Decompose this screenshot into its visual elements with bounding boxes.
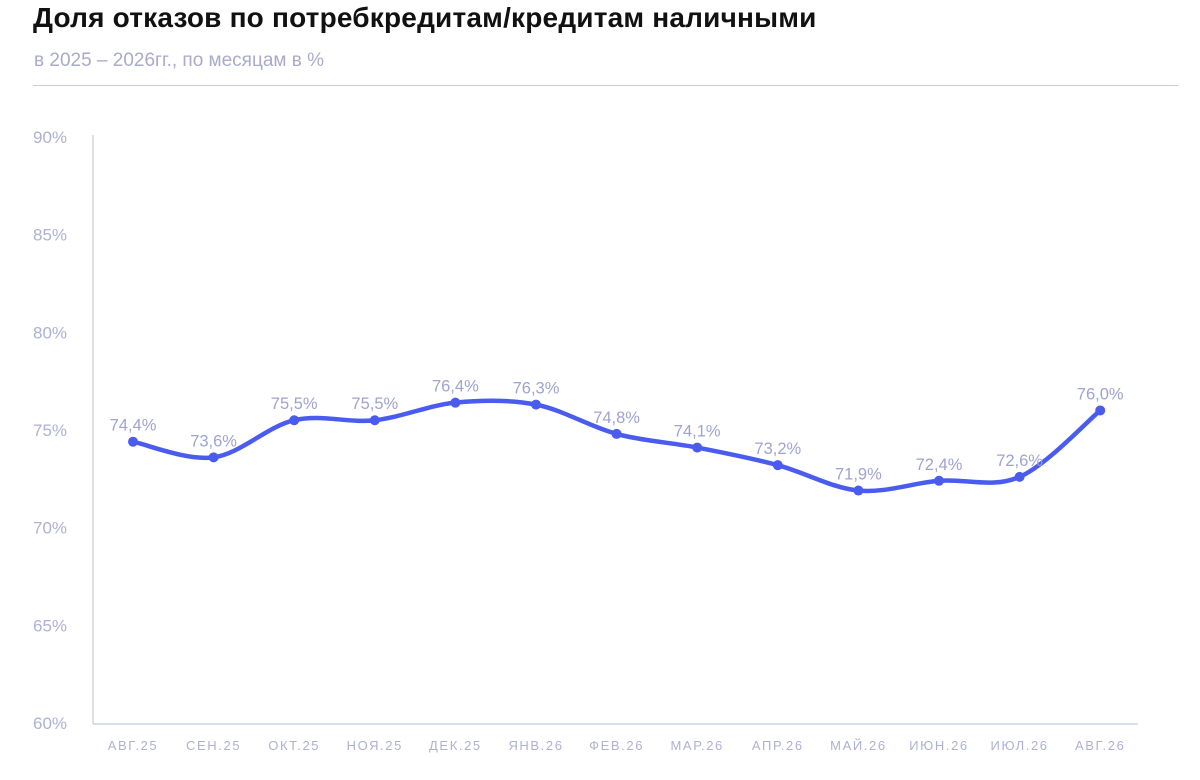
data-point	[611, 428, 622, 439]
header-divider	[33, 85, 1178, 86]
x-tick-label: МАЙ.26	[830, 738, 887, 753]
y-tick-label: 90%	[33, 128, 67, 147]
y-tick-label: 75%	[33, 421, 67, 440]
data-labels: 74,4% 73,6% 75,5% 75,5% 76,4% 76,3% 74,8% 74,1%…	[110, 378, 1124, 484]
data-point	[1014, 471, 1025, 482]
data-label: 73,6%	[190, 432, 237, 450]
axes	[92, 135, 1138, 725]
data-point	[934, 475, 944, 486]
data-label: 74,8%	[593, 409, 640, 427]
data-point	[692, 442, 703, 453]
y-tick-label: 70%	[33, 519, 67, 538]
chart-subtitle: в 2025 – 2026гг., по месяцам в %	[34, 50, 325, 71]
data-label: 75,5%	[351, 395, 398, 413]
data-label: 72,6%	[996, 452, 1043, 470]
data-point	[289, 415, 300, 426]
y-tick-label: 60%	[33, 714, 67, 733]
x-tick-label: ДЕК.25	[429, 738, 482, 753]
x-tick-label: АВГ.26	[1075, 738, 1125, 753]
data-label: 74,4%	[110, 417, 157, 435]
x-tick-label: НОЯ.25	[347, 738, 403, 753]
x-tick-label: ЯНВ.26	[508, 738, 563, 753]
y-tick-label: 80%	[33, 323, 67, 342]
data-label: 76,3%	[513, 380, 560, 398]
x-tick-label: СЕН.25	[186, 738, 241, 753]
data-label: 74,1%	[674, 423, 721, 441]
data-label: 73,2%	[754, 440, 801, 458]
data-point	[853, 485, 864, 496]
data-points	[128, 397, 1106, 496]
chart-title: Доля отказов по потребкредитам/кредитам …	[33, 2, 817, 33]
data-point	[369, 415, 380, 426]
data-point	[772, 460, 783, 471]
x-tick-label: ОКТ.25	[268, 738, 320, 753]
x-tick-label: ФЕВ.26	[589, 738, 644, 753]
x-tick-label: МАР.26	[671, 738, 724, 753]
y-tick-label: 65%	[33, 616, 67, 635]
data-point	[128, 436, 138, 447]
data-point	[531, 399, 541, 410]
x-tick-label: ИЮН.26	[909, 738, 969, 753]
data-label: 76,4%	[432, 378, 479, 396]
x-tick-label: ИЮЛ.26	[991, 738, 1049, 753]
x-axis-ticks: АВГ.25 СЕН.25 ОКТ.25 НОЯ.25 ДЕК.25 ЯНВ.26 ФЕВ.…	[108, 738, 1125, 753]
data-point	[208, 452, 219, 463]
data-label: 75,5%	[271, 395, 318, 413]
y-tick-label: 85%	[33, 226, 67, 245]
data-label: 76,0%	[1077, 385, 1124, 403]
x-tick-label: АВГ.25	[108, 738, 158, 753]
x-tick-label: АПР.26	[752, 738, 804, 753]
data-point	[450, 397, 461, 408]
data-point	[1095, 405, 1106, 416]
y-axis-ticks: 60% 65% 70% 75% 80% 85% 90%	[33, 128, 67, 733]
data-label: 71,9%	[835, 466, 882, 484]
data-label: 72,4%	[916, 456, 963, 474]
